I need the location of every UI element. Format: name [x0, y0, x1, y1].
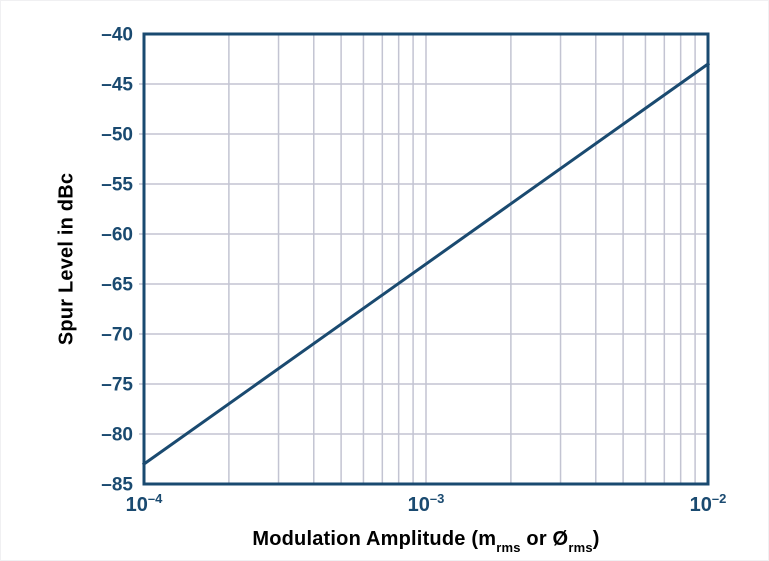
- x-axis-title-sub-m: rms: [496, 540, 521, 555]
- x-axis-title: Modulation Amplitude (mrms or Ørms): [252, 528, 600, 554]
- y-tick-label: –65: [101, 275, 133, 296]
- y-tick-label: –70: [101, 325, 133, 346]
- x-tick-label: 10–3: [408, 491, 445, 516]
- x-tick-label: 10–2: [690, 491, 727, 516]
- y-tick-label: –75: [101, 375, 133, 396]
- y-tick-label: –45: [101, 75, 133, 96]
- y-tick-label: –50: [101, 125, 133, 146]
- y-tick-label: –40: [101, 25, 133, 46]
- x-axis-title-text: ): [592, 528, 600, 550]
- x-tick-label: 10–4: [126, 491, 163, 516]
- plot-frame: [142, 32, 710, 486]
- x-axis-title-text: Modulation Amplitude (m: [252, 528, 497, 550]
- spur-level-line: [141, 61, 711, 467]
- x-axis-title-sub-phase: rms: [568, 540, 593, 555]
- y-tick-label: –60: [101, 225, 133, 246]
- y-tick-label: –85: [101, 475, 133, 496]
- y-tick-label: –55: [101, 175, 133, 196]
- y-axis-title: Spur Level in dBc: [55, 172, 78, 346]
- x-axis-title-text: or Ø: [520, 528, 569, 550]
- y-tick-label: –80: [101, 425, 133, 446]
